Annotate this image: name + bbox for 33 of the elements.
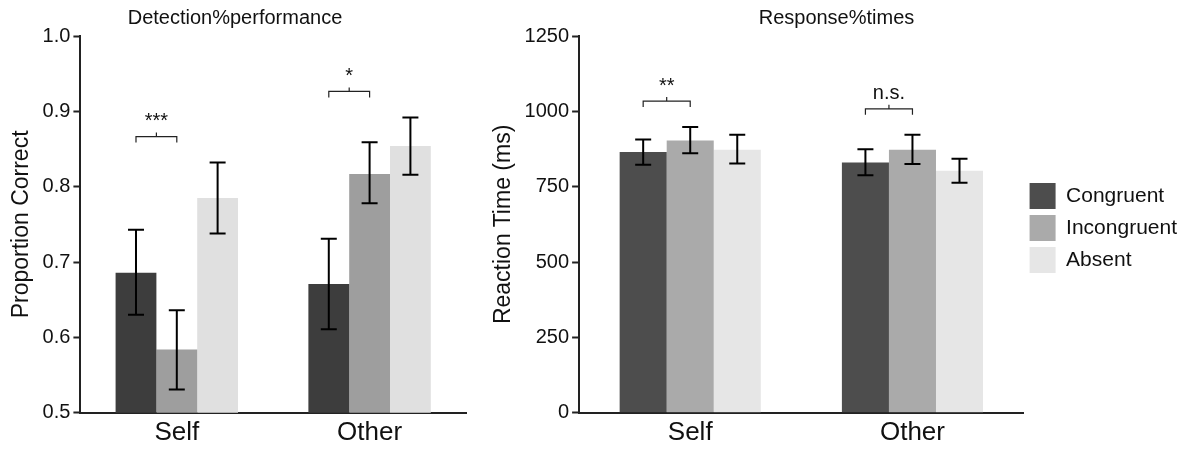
- y-tick-label: 1.0: [42, 23, 71, 46]
- annotation: **: [658, 73, 675, 96]
- annotation: n.s.: [872, 81, 906, 104]
- chart-title: Detection%performance: [127, 5, 343, 28]
- y-axis-title: Proportion Correct: [7, 129, 34, 319]
- y-axis-title: Reaction Time (ms): [489, 124, 516, 325]
- y-tick-label: 0.9: [42, 98, 71, 121]
- x-tick-label: Self: [667, 415, 714, 446]
- legend-label: Incongruent: [1066, 214, 1178, 238]
- x-tick-label: Other: [337, 415, 403, 446]
- y-tick-label: 1250: [524, 23, 570, 46]
- y-tick-label: 0.8: [42, 174, 71, 197]
- y-tick-label: 250: [535, 324, 570, 347]
- bar: [935, 170, 984, 413]
- bar: [666, 140, 714, 413]
- annotation: ***: [144, 109, 169, 132]
- x-tick-label: Self: [154, 415, 200, 446]
- legend-label: Congruent: [1066, 182, 1165, 206]
- y-tick-label: 750: [535, 174, 570, 197]
- y-tick-label: 1000: [524, 98, 570, 121]
- y-tick-label: 500: [535, 249, 570, 272]
- bar: [619, 152, 667, 413]
- bar: [841, 162, 889, 413]
- y-tick-label: 0.5: [42, 400, 71, 423]
- bar: [713, 149, 761, 413]
- annotation: *: [345, 63, 354, 86]
- y-tick-label: 0.6: [42, 324, 71, 347]
- legend-label: Absent: [1066, 246, 1132, 270]
- bar: [888, 149, 936, 413]
- x-tick-label: Other: [879, 415, 946, 446]
- y-tick-label: 0.7: [42, 249, 71, 272]
- y-tick-label: 0: [557, 400, 570, 423]
- chart-title: Response%times: [758, 5, 915, 28]
